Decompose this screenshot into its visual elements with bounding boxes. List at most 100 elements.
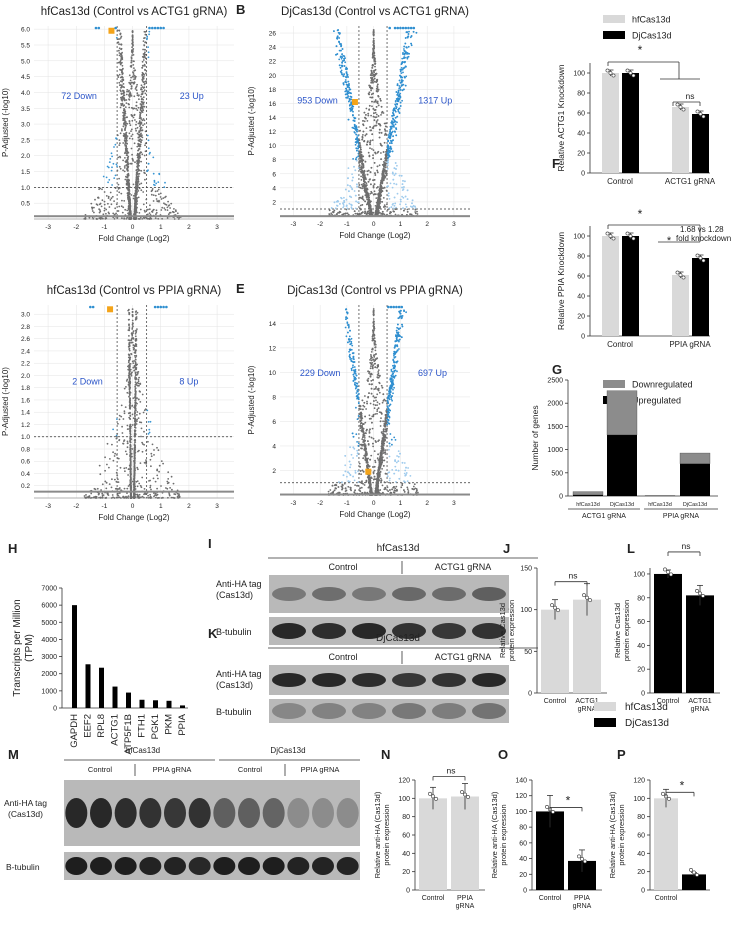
gene-point (161, 217, 164, 220)
gene-point (399, 89, 402, 91)
gene-point (372, 41, 375, 43)
gene-point (335, 45, 338, 48)
gene-point (397, 89, 400, 92)
gene-point (412, 30, 415, 33)
gene-point (333, 209, 336, 212)
gene-point (147, 46, 150, 48)
gene-point (340, 57, 343, 60)
gene-point (353, 131, 356, 133)
gene-point (138, 140, 141, 143)
gene-point (345, 198, 348, 201)
gene-point (127, 155, 130, 158)
gene-point (399, 203, 401, 206)
gene-point (148, 153, 151, 155)
gene-point (379, 98, 382, 100)
gene-point (398, 98, 401, 100)
gene-point (121, 64, 124, 67)
gene-point (168, 204, 171, 207)
gene-point (339, 203, 341, 205)
gene-point (136, 177, 138, 180)
gene-point (371, 64, 374, 67)
gene-point (152, 477, 155, 480)
gene-point (117, 422, 119, 425)
gene-point (374, 172, 376, 175)
gene-point (359, 204, 362, 207)
gene-point (131, 133, 134, 136)
gene-point (137, 170, 140, 172)
gene-point (349, 92, 352, 94)
gene-point (403, 186, 405, 188)
gene-point (364, 134, 367, 137)
gene-point (163, 186, 166, 189)
gene-point (379, 182, 382, 184)
gene-point (392, 109, 395, 112)
gene-point (132, 194, 135, 197)
gene-point (138, 212, 141, 214)
gene-point (122, 119, 125, 122)
gene-point (127, 103, 130, 105)
gene-point (357, 167, 360, 170)
gene-point (108, 161, 111, 164)
gene-point (368, 199, 371, 202)
gene-point (151, 443, 154, 446)
gene-point (347, 80, 350, 83)
gene-point (118, 73, 121, 76)
gene-point (398, 107, 400, 110)
gene-point (340, 197, 343, 200)
gene-point (161, 206, 164, 209)
gene-point (162, 462, 165, 465)
gene-point (141, 103, 143, 106)
gene-point (408, 30, 410, 33)
gene-point (347, 92, 350, 95)
gene-point (166, 209, 169, 212)
gene-point (112, 162, 115, 165)
gene-point (121, 72, 124, 74)
gene-point (364, 200, 366, 203)
gene-point (140, 169, 143, 172)
gene-point (138, 125, 141, 127)
gene-point (372, 49, 375, 51)
gene-point (142, 53, 145, 55)
gene-point (118, 54, 121, 57)
gene-point (369, 141, 371, 144)
gene-point (123, 121, 126, 124)
y-tick-label: 1.6 (21, 397, 30, 404)
gene-point (107, 202, 109, 205)
gene-point (346, 207, 349, 210)
gene-point (132, 197, 135, 200)
x-tick-label: 3 (452, 221, 456, 228)
gene-point (116, 474, 119, 477)
gene-point (394, 202, 397, 205)
x-tick-label: -3 (45, 503, 51, 510)
gene-point (127, 191, 130, 194)
gene-point (155, 211, 158, 214)
gene-point (352, 110, 354, 113)
gene-point (143, 105, 146, 108)
gene-point (132, 54, 135, 56)
gene-point (394, 110, 397, 113)
gene-point (380, 180, 383, 183)
gene-point (136, 145, 139, 148)
gene-point (396, 26, 400, 30)
gene-point (144, 37, 146, 39)
gene-point (143, 217, 146, 220)
gene-point (101, 217, 104, 220)
gene-point (396, 84, 399, 87)
gene-point (135, 193, 137, 196)
gene-point (416, 213, 419, 215)
gene-point (127, 174, 130, 177)
gene-point (117, 478, 119, 481)
gene-point (364, 210, 366, 213)
gene-point (402, 71, 404, 74)
gene-point (90, 202, 93, 205)
gene-point (372, 56, 375, 58)
gene-point (395, 98, 398, 100)
gene-point (338, 211, 340, 214)
gene-point (106, 442, 109, 445)
gene-point (367, 194, 370, 196)
gene-point (168, 211, 171, 214)
baseline-band (280, 215, 470, 218)
gene-point (120, 43, 123, 46)
y-tick-label: 12 (269, 129, 277, 136)
